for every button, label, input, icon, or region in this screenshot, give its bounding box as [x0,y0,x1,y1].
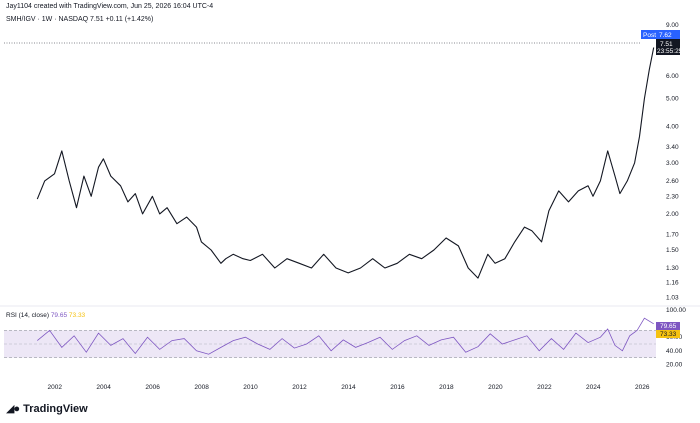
price-tick-label: 1.50 [666,247,679,254]
time-tick-label: 2016 [390,384,405,391]
price-tick-label: 5.00 [666,96,679,103]
price-tick-label: 6.00 [666,73,679,80]
price-series-line [36,47,655,279]
time-tick-label: 2004 [96,384,111,391]
symbol-legend: SMH/IGV · 1W · NASDAQ 7.51 +0.11 (+1.42%… [6,16,153,23]
time-tick-label: 2024 [586,384,601,391]
rsi-value: 79.65 [50,312,68,319]
time-tick-label: 2010 [243,384,258,391]
time-tick-label: 2020 [488,384,503,391]
last-value: 7.51 [660,41,673,48]
price-tick-label: 1.70 [666,231,679,238]
brand-name: TradingView [23,402,88,415]
price-tick-label: 1.30 [666,265,679,272]
price-tick-label: 9.00 [666,22,679,29]
symbol-line: SMH/IGV · 1W · NASDAQ [6,16,89,23]
price-tick-label: 3.40 [666,144,679,151]
price-tick-label: 4.00 [666,124,679,131]
time-tick-label: 2026 [635,384,650,391]
post-label: Post [643,32,656,39]
rsi-badge-value: 79.65 [660,323,677,330]
price-tick-label: 1.16 [666,279,679,286]
post-price-badge: Post 7.62 [641,30,680,39]
price-axis[interactable]: 9.008.006.005.004.003.403.002.602.302.00… [666,22,679,302]
time-tick-label: 2008 [194,384,209,391]
price-tick-label: 3.00 [666,160,679,167]
chart-credit: Jay1104 created with TradingView.com, Ju… [6,3,214,10]
price-tick-label: 2.60 [666,178,679,185]
time-tick-label: 2002 [48,384,63,391]
bar-countdown: 23:55:25 [657,48,683,55]
time-tick-label: 2012 [292,384,307,391]
rsi-ma-value: 73.33 [68,312,86,319]
time-axis[interactable]: 2002 2004 2006 2008 2010 2012 2014 2016 2018 2020… [48,384,650,391]
price-tick-label: 1.03 [666,294,679,301]
rsi-tick-label: 100.00 [666,307,686,314]
rsi-value-badges: 79.65 73.33 [656,322,680,338]
time-tick-label: 2022 [537,384,552,391]
time-tick-label: 2014 [341,384,356,391]
tradingview-logo-icon: ◢● [6,403,20,415]
time-tick-label: 2018 [439,384,454,391]
price-change: +0.11 (+1.42%) [105,16,154,23]
last-price: 7.51 [90,16,104,23]
price-tick-label: 2.00 [666,211,679,218]
rsi-tick-label: 20.00 [666,361,683,368]
time-tick-label: 2006 [145,384,160,391]
rsi-tick-label: 40.00 [666,348,683,355]
post-value: 7.62 [659,32,672,39]
last-price-badge: 7.51 23:55:25 [656,39,683,55]
tradingview-branding[interactable]: ◢● TradingView [6,402,88,416]
price-tick-label: 2.30 [666,193,679,200]
rsi-ma-badge-value: 73.33 [660,331,677,338]
rsi-legend: RSI (14, close) 79.65 73.33 [6,312,85,319]
rsi-series-line [37,317,654,355]
rsi-label: RSI (14, close) [6,312,49,319]
